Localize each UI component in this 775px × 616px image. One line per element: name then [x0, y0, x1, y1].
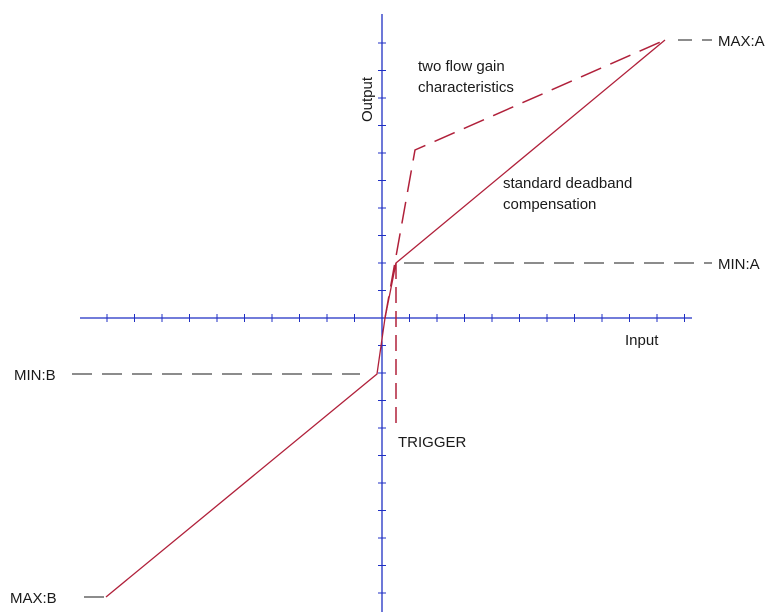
two-flow-label-line2: characteristics	[418, 79, 514, 96]
trigger-label: TRIGGER	[398, 434, 467, 451]
min-b-label: MIN:B	[14, 367, 56, 384]
two-flow-gain-curve	[384, 39, 666, 319]
min-a-label: MIN:A	[718, 256, 760, 273]
max-b-label: MAX:B	[10, 590, 57, 607]
output-axis-label: Output	[359, 76, 376, 122]
guide-lines	[72, 39, 712, 598]
standard-label-line1: standard deadband	[503, 175, 632, 192]
x-axis-ticks	[106, 314, 685, 322]
two-flow-label-line1: two flow gain	[418, 58, 505, 75]
standard-label-line2: compensation	[503, 196, 596, 213]
axes	[80, 14, 692, 612]
input-axis-label: Input	[625, 332, 659, 349]
max-a-label: MAX:A	[718, 33, 765, 50]
y-axis-ticks	[378, 42, 386, 594]
